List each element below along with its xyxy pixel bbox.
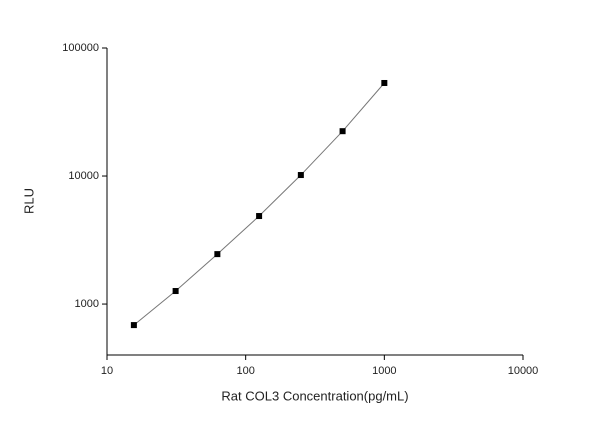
y-tick-label: 10000: [68, 170, 99, 182]
data-point: [214, 251, 221, 258]
y-axis-title: RLU: [21, 188, 36, 214]
data-point: [297, 172, 304, 179]
y-tick-label: 1000: [75, 298, 99, 310]
x-axis-title: Rat COL3 Concentration(pg/mL): [221, 388, 408, 403]
x-tick-label: 10000: [508, 365, 539, 377]
x-tick-label: 100: [236, 365, 254, 377]
fit-line: [133, 82, 385, 326]
data-point: [381, 79, 388, 86]
x-tick-label: 1000: [372, 365, 396, 377]
data-point: [172, 288, 179, 295]
data-point: [339, 128, 346, 135]
y-tick-label: 100000: [62, 42, 99, 54]
x-tick-label: 10: [101, 365, 113, 377]
data-point: [256, 213, 263, 220]
data-point: [130, 322, 137, 329]
